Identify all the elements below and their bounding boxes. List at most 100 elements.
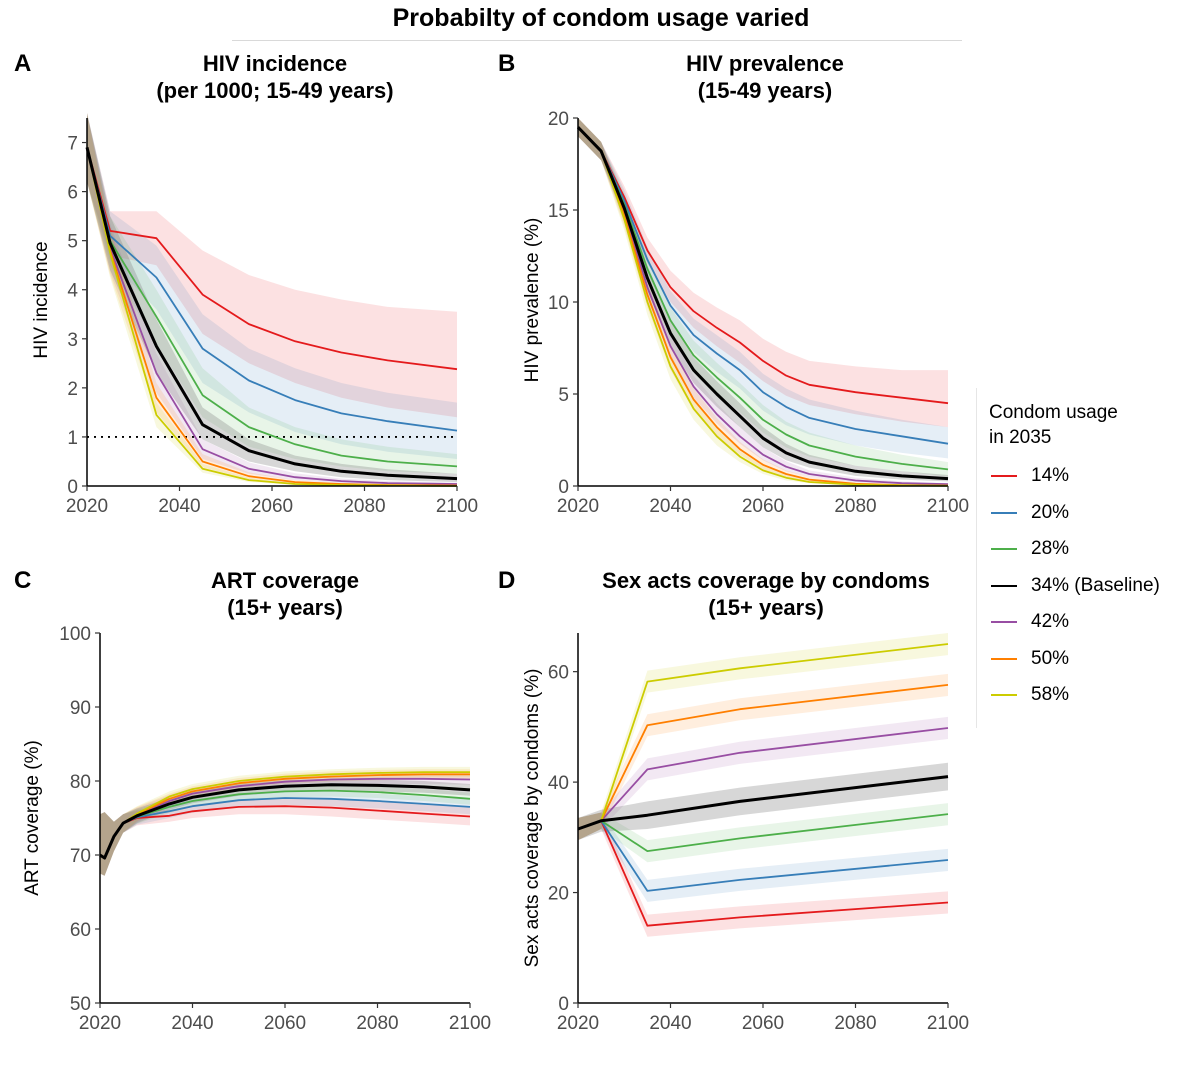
panel-a-title-line2: (per 1000; 15-49 years) (156, 78, 394, 103)
panel-d-band-50 (578, 673, 948, 841)
panel-c-lines (99, 771, 471, 860)
panel-d-band-58 (578, 633, 948, 841)
panel-d-x-tick-label: 2040 (649, 1013, 691, 1034)
legend-swatch (991, 621, 1017, 623)
panel-c-title-line2: (15+ years) (227, 595, 343, 620)
panel-d-lines (577, 643, 949, 927)
panel-c-y-axis-title: ART coverage (%) (22, 740, 43, 896)
panel-b-line-50 (577, 126, 949, 487)
panel-b-band-50 (578, 118, 948, 486)
panel-a-y-tick-label: 5 (67, 232, 78, 253)
panel-b-x-tick-label: 2020 (557, 496, 599, 517)
legend-label: 58% (1031, 684, 1070, 705)
panel-b-y-axis-title: HIV prevalence (%) (522, 218, 543, 383)
legend-label: 42% (1031, 611, 1070, 632)
legend-item-58: 58% (991, 683, 1069, 707)
legend-label: 50% (1031, 647, 1070, 669)
legend-title-line2: in 2035 (989, 427, 1052, 448)
legend-title-line1: Condom usage (989, 402, 1118, 423)
panel-c-y-tick-label: 70 (70, 846, 91, 867)
panel-a-line-42 (86, 147, 458, 485)
panel-a-y-tick-label: 0 (67, 477, 78, 498)
panel-d-band-42 (578, 716, 948, 841)
panel-a-line-14 (86, 147, 458, 371)
panel-b-x-tick-label: 2100 (927, 496, 969, 517)
legend-title: Condom usage in 2035 (989, 400, 1189, 450)
panel-a-band-34-baseline (87, 113, 457, 483)
panel-a-band-14 (87, 113, 457, 418)
panel-d-y-tick-label: 0 (558, 994, 569, 1015)
panel-c-y-tick-label: 50 (70, 994, 91, 1015)
panel-c-band-28 (100, 784, 470, 876)
panel-b-letter: B (498, 50, 516, 77)
panel-a-letter: A (14, 50, 32, 77)
panel-a-x-tick-label: 2040 (158, 496, 200, 517)
panel-b-y-tick-label: 0 (558, 477, 569, 498)
legend-item-34-baseline: 34% (Baseline) (991, 574, 1160, 598)
panel-c-title-line1: ART coverage (211, 568, 359, 593)
panel-d-title-line2: (15+ years) (708, 595, 824, 620)
panel-a-bands (87, 113, 457, 486)
panel-d-y-tick-label: 60 (548, 663, 569, 684)
panel-a-y-axis-title: HIV incidence (31, 241, 52, 358)
panel-c-x-tick-label: 2100 (449, 1013, 491, 1034)
panel-b-y-tick-label: 15 (548, 201, 569, 222)
panel-b-y-tick-label: 5 (558, 385, 569, 406)
panel-b-line-58 (577, 126, 949, 487)
panel-c-band-20 (100, 791, 470, 876)
panel-b-x-tick-label: 2060 (742, 496, 784, 517)
panel-c-y-tick-label: 100 (59, 624, 91, 645)
panel-a-y-tick-label: 3 (67, 330, 78, 351)
panel-c-line-34-baseline (99, 783, 471, 860)
panel-a-y-tick-label: 2 (67, 379, 78, 400)
panel-b-line-34-baseline (576, 126, 949, 481)
panel-a-plot: 0 1 2 3 4 5 6 7 2020 2040 2060 2080 2100 HIV incidenc… (31, 113, 478, 517)
panel-b-bands (578, 118, 948, 486)
panel-a-lines (85, 147, 458, 487)
legend-swatch (991, 475, 1017, 477)
panel-b-band-14 (578, 118, 948, 428)
panel-b-band-42 (578, 118, 948, 486)
panel-d-letter: D (498, 567, 516, 594)
legend-swatch (991, 584, 1017, 587)
panel-c-letter: C (14, 567, 32, 594)
panel-d-band-14 (578, 812, 948, 937)
panel-a-line-34-baseline (85, 147, 458, 481)
panel-c-x-tick-label: 2060 (264, 1013, 306, 1034)
panel-b-y-tick-label: 10 (548, 293, 569, 314)
panel-b-band-28 (578, 118, 948, 477)
panel-a-line-28 (86, 147, 458, 468)
panel-c-band-42 (100, 773, 470, 876)
legend-item-50: 50% (991, 647, 1069, 671)
legend: Condom usage in 2035 14% 20% 28% 34% (Basel… (976, 388, 1202, 728)
panel-d-title: Sex acts coverage by condoms (15+ years) (566, 567, 966, 621)
panel-a-x-tick-label: 2100 (436, 496, 478, 517)
legend-label: 28% (1031, 538, 1070, 559)
panel-a-x-tick-label: 2020 (66, 496, 108, 517)
panel-a-x-tick-label: 2080 (343, 496, 385, 517)
panel-c-x-tick-label: 2040 (171, 1013, 213, 1034)
panel-d-x-tick-label: 2060 (742, 1013, 784, 1034)
legend-item-28: 28% (991, 537, 1069, 561)
panel-b-band-20 (578, 118, 948, 459)
legend-label: 14% (1031, 465, 1070, 486)
panel-b-title-line1: HIV prevalence (686, 51, 844, 76)
legend-swatch (991, 548, 1017, 550)
panel-d-x-tick-label: 2100 (927, 1013, 969, 1034)
panel-b-lines (576, 126, 949, 487)
panel-b-line-14 (577, 126, 949, 405)
title-divider (232, 40, 962, 41)
panel-a-title-line1: HIV incidence (202, 51, 348, 76)
panel-c-x-tick-label: 2080 (356, 1013, 398, 1034)
panel-b-x-tick-label: 2080 (834, 496, 876, 517)
panel-b-line-20 (577, 126, 949, 445)
panel-b-band-58 (578, 118, 948, 486)
panel-d-band-20 (578, 812, 948, 902)
legend-label: 34% (Baseline) (1031, 574, 1160, 596)
legend-item-20: 20% (991, 501, 1069, 525)
panel-c-y-tick-label: 90 (70, 698, 91, 719)
legend-label: 20% (1031, 501, 1070, 523)
